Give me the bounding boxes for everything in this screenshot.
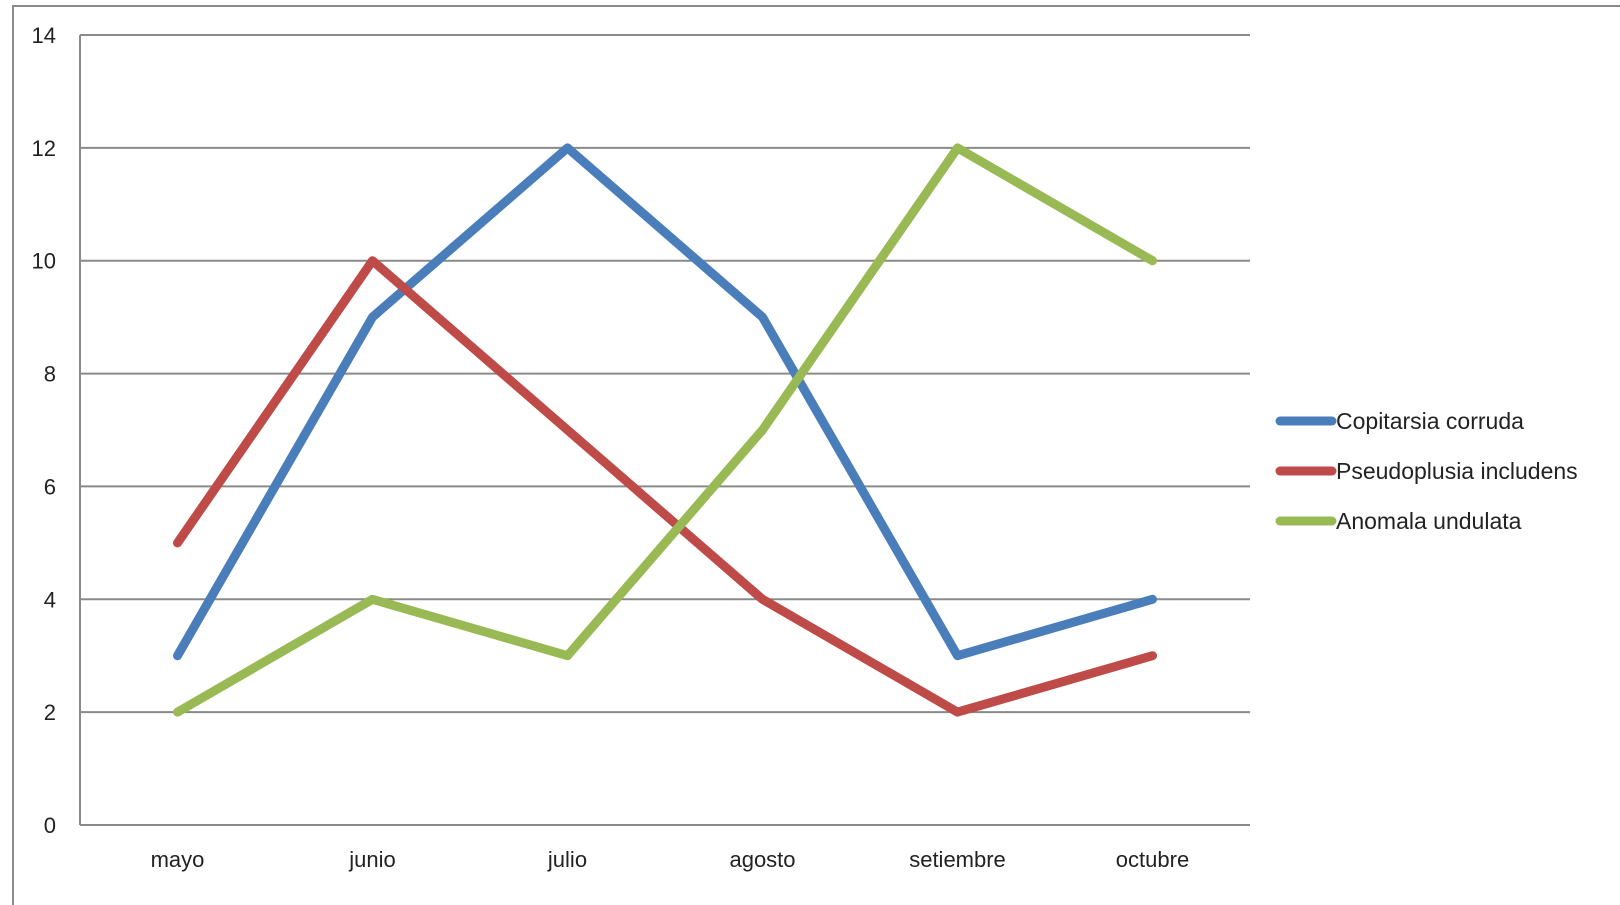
- y-tick-label: 8: [44, 362, 56, 387]
- y-tick-label: 2: [44, 700, 56, 725]
- y-tick-label: 12: [32, 136, 56, 161]
- axes: [79, 35, 1250, 826]
- y-tick-label: 14: [32, 23, 56, 48]
- x-tick-label: julio: [547, 847, 587, 872]
- chart-frame: [12, 5, 1620, 905]
- series-line: [173, 143, 1157, 717]
- gridlines: [80, 34, 1250, 714]
- x-tick-label: mayo: [151, 847, 205, 872]
- series-line: [173, 256, 1157, 717]
- x-tick-labels: mayo junio julio agosto setiembre octubre: [151, 847, 1190, 872]
- y-tick-labels: 0 2 4 6 8 10 12 14: [32, 23, 56, 838]
- legend: Copitarsia corruda Pseudoplusia includens…: [1275, 408, 1578, 534]
- y-tick-label: 4: [44, 587, 56, 612]
- y-tick-label: 10: [32, 249, 56, 274]
- legend-label: Copitarsia corruda: [1336, 408, 1524, 434]
- series-line: [173, 143, 1157, 661]
- y-tick-label: 6: [44, 474, 56, 499]
- x-tick-label: setiembre: [909, 847, 1006, 872]
- legend-label: Anomala undulata: [1336, 508, 1522, 534]
- y-tick-label: 0: [44, 813, 56, 838]
- x-tick-label: agosto: [729, 847, 795, 872]
- x-tick-label: octubre: [1116, 847, 1189, 872]
- series-lines: [173, 143, 1157, 717]
- x-tick-label: junio: [348, 847, 395, 872]
- legend-label: Pseudoplusia includens: [1336, 458, 1578, 484]
